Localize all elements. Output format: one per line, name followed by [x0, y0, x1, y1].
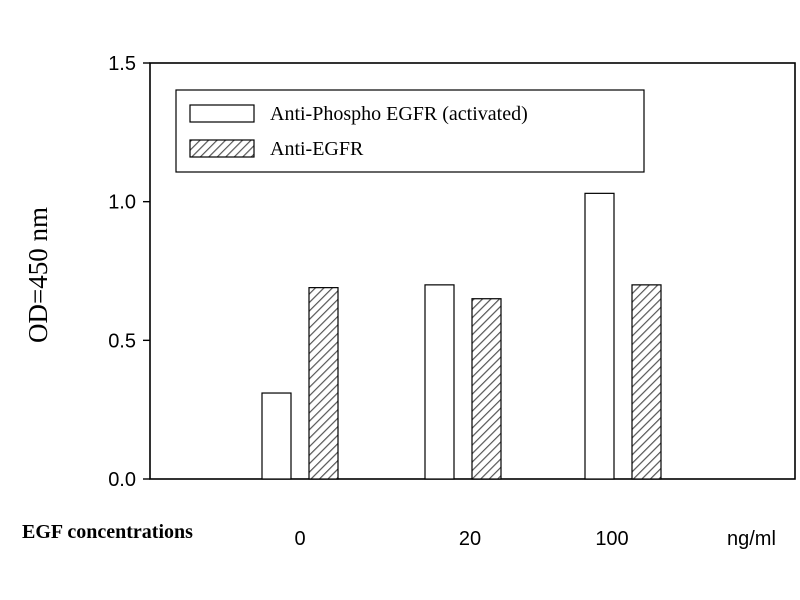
x-tick-label: 100 — [595, 528, 628, 550]
legend-label-phospho: Anti-Phospho EGFR (activated) — [270, 103, 528, 125]
bar-egfr-20 — [471, 298, 502, 480]
legend-box — [175, 89, 645, 173]
x-axis-label: EGF concentrations — [22, 521, 193, 543]
bars-group — [261, 192, 662, 480]
y-tick-label: 1.0 — [108, 192, 136, 214]
bar-phospho-egfr-0 — [261, 392, 292, 480]
bar-phospho-egfr-100 — [584, 192, 615, 480]
legend-swatch-open — [189, 104, 255, 123]
y-axis-label: OD=450 nm — [23, 207, 53, 343]
legend: Anti-Phospho EGFR (activated) Anti-EGFR — [175, 89, 645, 173]
bar-phospho-egfr-20 — [424, 284, 455, 480]
x-axis: 0 20 100 — [294, 528, 628, 550]
legend-label-egfr: Anti-EGFR — [270, 138, 364, 160]
x-tick-label: 0 — [294, 528, 305, 550]
bar-egfr-100 — [631, 284, 662, 480]
y-tick-label: 1.5 — [108, 53, 136, 75]
legend-swatch-hatched — [189, 139, 255, 158]
y-tick-label: 0.5 — [108, 330, 136, 352]
x-axis-unit: ng/ml — [727, 528, 776, 550]
bar-egfr-0 — [308, 287, 339, 480]
x-tick-label: 20 — [459, 528, 481, 550]
y-tick-label: 0.0 — [108, 469, 136, 491]
y-axis: 0.0 0.5 1.0 1.5 — [108, 53, 150, 491]
